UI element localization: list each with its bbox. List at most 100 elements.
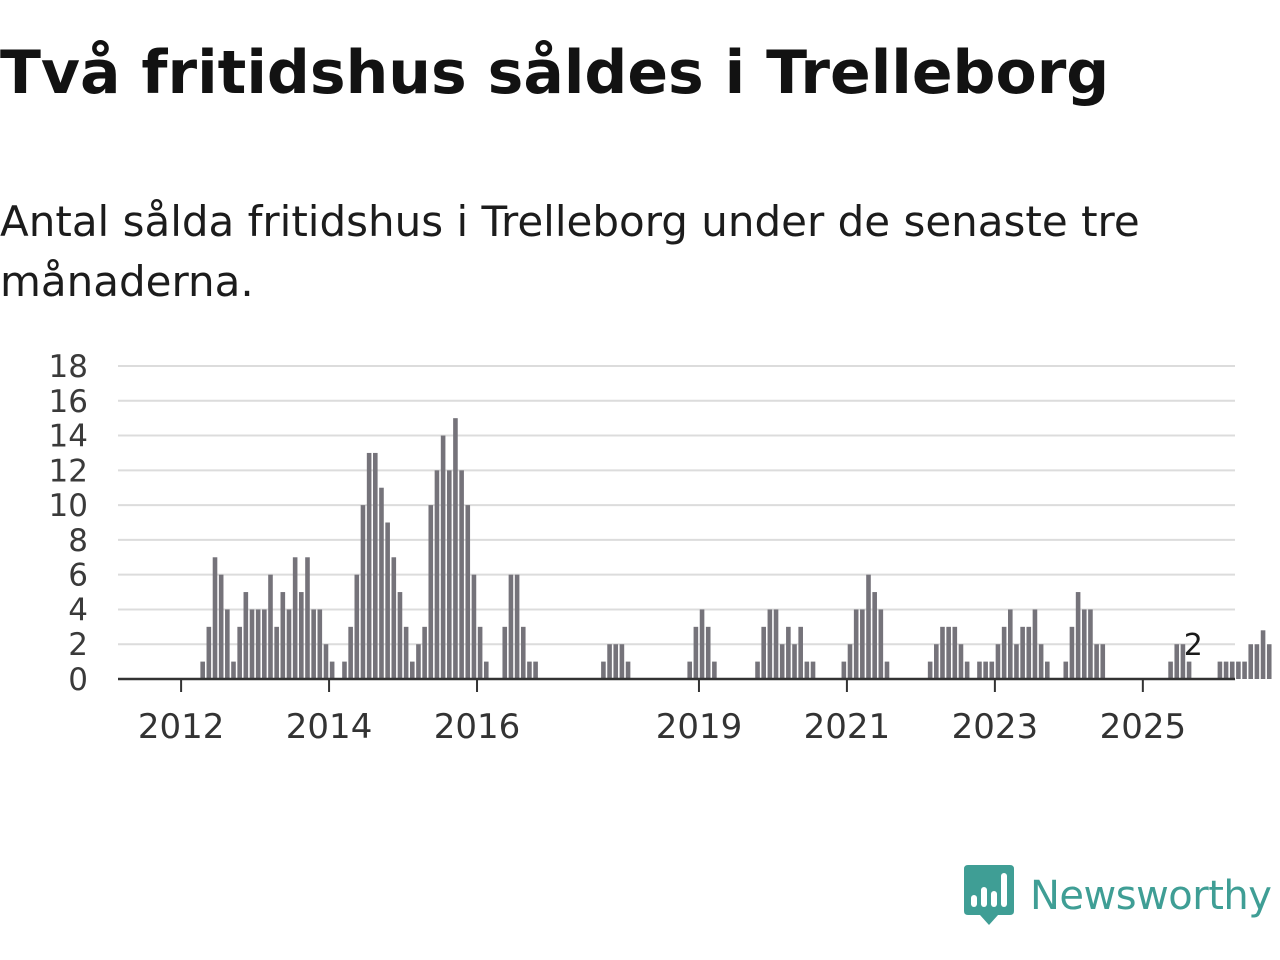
bar xyxy=(299,592,304,679)
bar xyxy=(964,661,970,679)
bar xyxy=(446,470,452,679)
y-tick-label-18: 18 xyxy=(49,349,88,385)
bar xyxy=(940,626,945,679)
bar xyxy=(520,626,526,679)
bar xyxy=(348,626,353,679)
bar xyxy=(613,644,619,679)
gridlines xyxy=(118,365,1235,646)
bar xyxy=(1020,626,1025,679)
y-tick-label-8: 8 xyxy=(68,523,88,559)
newsworthy-logo: Newsworthy xyxy=(964,864,1272,928)
bar xyxy=(329,661,335,679)
bar xyxy=(1223,661,1229,679)
bar xyxy=(379,487,384,679)
bar xyxy=(798,626,803,679)
bar xyxy=(1236,661,1241,679)
bar xyxy=(761,626,766,679)
y-tick-label-6: 6 xyxy=(68,558,88,594)
bar xyxy=(280,592,286,679)
bar xyxy=(231,661,236,679)
bar xyxy=(255,609,261,679)
bar xyxy=(989,661,995,679)
y-tick-label-16: 16 xyxy=(49,384,88,420)
bar xyxy=(373,452,378,679)
bar xyxy=(1217,661,1223,679)
bar xyxy=(1260,630,1266,679)
bar xyxy=(453,418,458,679)
bar xyxy=(354,574,360,679)
bar xyxy=(471,574,477,679)
newsworthy-logo-icon xyxy=(964,865,1014,925)
bar xyxy=(477,626,483,679)
bar xyxy=(366,452,372,679)
bar xyxy=(1168,661,1173,679)
bar xyxy=(946,626,951,679)
bar xyxy=(323,644,329,679)
bar xyxy=(360,505,366,679)
bar xyxy=(1081,609,1087,679)
bar xyxy=(409,661,415,679)
bar xyxy=(1063,661,1069,679)
x-tick-label-2021: 2021 xyxy=(804,707,891,747)
bar xyxy=(625,661,631,679)
bar xyxy=(514,574,520,679)
bar xyxy=(1001,626,1007,679)
bar xyxy=(274,626,279,679)
bar xyxy=(1100,644,1106,679)
x-tick-label-2014: 2014 xyxy=(286,707,373,747)
chart-subtitle: Antal sålda fritidshus i Trelleborg unde… xyxy=(0,197,1140,306)
x-tick-label-2012: 2012 xyxy=(138,707,225,747)
brand-name: Newsworthy xyxy=(1030,873,1272,919)
bar xyxy=(391,557,397,679)
data-label-highlight: 2 xyxy=(1184,628,1203,663)
bar xyxy=(502,626,508,679)
bar xyxy=(619,644,625,679)
bar xyxy=(249,609,255,679)
bar xyxy=(206,626,212,679)
bar xyxy=(397,592,403,679)
bar xyxy=(779,644,785,679)
y-tick-label-14: 14 xyxy=(49,419,88,455)
bar xyxy=(237,626,242,679)
y-tick-label-4: 4 xyxy=(68,592,88,628)
bar xyxy=(1032,609,1038,679)
bar xyxy=(527,661,532,679)
bar xyxy=(860,609,865,679)
y-tick-label-2: 2 xyxy=(68,627,88,663)
bar xyxy=(884,661,890,679)
bar xyxy=(983,661,988,679)
bar xyxy=(508,574,514,679)
bar xyxy=(483,661,489,679)
bar xyxy=(705,626,711,679)
y-tick-label-12: 12 xyxy=(49,453,88,489)
bar xyxy=(416,644,421,679)
bar xyxy=(853,609,859,679)
bar xyxy=(243,592,249,679)
bar xyxy=(1180,644,1186,679)
bar xyxy=(1229,661,1235,679)
bar xyxy=(607,644,612,679)
bar xyxy=(847,644,853,679)
bar xyxy=(1014,644,1019,679)
bar xyxy=(1174,644,1180,679)
x-tick-label-2016: 2016 xyxy=(434,707,521,747)
bar xyxy=(958,644,964,679)
bar xyxy=(712,661,717,679)
x-tick-label-2019: 2019 xyxy=(656,707,743,747)
bar xyxy=(1026,626,1032,679)
bar xyxy=(1088,609,1093,679)
x-axis: 2012 2014 2016 2019 2021 2023 2025 xyxy=(138,679,1186,747)
bar xyxy=(804,661,810,679)
bar xyxy=(1044,661,1050,679)
bar xyxy=(212,557,218,679)
x-tick-label-2025: 2025 xyxy=(1100,707,1187,747)
bar xyxy=(218,574,224,679)
y-tick-label-10: 10 xyxy=(49,488,88,524)
bar xyxy=(995,644,1001,679)
data-labels: 2 xyxy=(1184,628,1203,663)
bar xyxy=(773,609,779,679)
bar xyxy=(1266,644,1272,679)
bar xyxy=(841,661,847,679)
